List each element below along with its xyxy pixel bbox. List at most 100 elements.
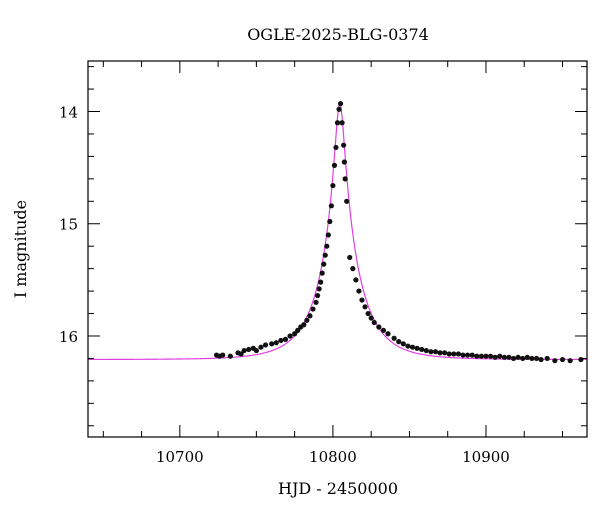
data-point [409, 344, 416, 350]
model-layer [88, 102, 588, 361]
data-point [315, 292, 321, 299]
data-point [292, 331, 298, 337]
data-point [474, 353, 480, 359]
data-point [529, 355, 535, 362]
data-point [380, 327, 387, 333]
data-point [313, 299, 319, 305]
chart-title: OGLE-2025-BLG-0374 [247, 25, 429, 44]
data-point [478, 353, 484, 359]
data-point [316, 286, 322, 292]
data-point [301, 322, 307, 328]
data-point [567, 358, 573, 364]
x-axis-label: HJD - 2450000 [278, 479, 398, 498]
data-point [578, 356, 584, 363]
data-point [241, 347, 247, 354]
data-point [227, 353, 233, 359]
data-point [405, 343, 411, 349]
data-point [442, 350, 448, 356]
data-point [333, 144, 339, 151]
y-tick-label: 14 [59, 104, 78, 122]
data-point [353, 277, 359, 283]
data-point [334, 120, 341, 126]
data-point [321, 261, 327, 267]
data-point [342, 176, 348, 182]
data-point [414, 345, 420, 351]
data-point [371, 319, 377, 326]
data-point [506, 354, 512, 360]
axis-ticks [88, 61, 587, 437]
data-point [428, 349, 434, 355]
data-point [497, 353, 503, 359]
data-point [365, 310, 371, 317]
data-point [246, 346, 252, 353]
data-point [356, 288, 362, 294]
data-point [319, 270, 325, 276]
data-point [469, 352, 475, 358]
data-point [341, 142, 347, 148]
data-point [350, 266, 356, 272]
data-point [362, 304, 368, 310]
axis-tick-labels: 10700 10800 10900 14 15 16 [59, 104, 510, 466]
data-point [501, 354, 507, 360]
data-point [328, 203, 334, 209]
data-point [324, 243, 330, 249]
data-point [258, 344, 264, 350]
data-point [341, 159, 347, 165]
data-point [559, 356, 566, 363]
data-point [339, 120, 345, 126]
y-tick-label: 15 [59, 216, 78, 234]
data-point [325, 232, 331, 238]
data-point [419, 346, 425, 353]
data-point [337, 101, 344, 107]
data-point [344, 198, 350, 204]
data-point [437, 350, 443, 356]
data-point [455, 351, 462, 357]
data-point [400, 341, 406, 347]
data-point [446, 351, 452, 357]
data-point [483, 353, 489, 359]
data-point [396, 339, 402, 345]
data-point [307, 313, 313, 319]
data-point [432, 349, 439, 355]
data-point [287, 333, 293, 339]
data-point [520, 355, 526, 362]
data-point [451, 351, 457, 357]
model-curve [88, 102, 588, 361]
data-points [213, 101, 584, 364]
data-point [347, 254, 353, 261]
data-point [304, 317, 310, 323]
data-point [460, 352, 466, 358]
data-point [336, 106, 342, 112]
data-point [310, 306, 316, 312]
plot-area [88, 101, 588, 364]
data-point [282, 336, 289, 342]
data-point [391, 335, 397, 341]
data-point [510, 355, 517, 362]
data-point [423, 347, 429, 354]
data-point [253, 347, 259, 354]
data-point [322, 252, 328, 258]
y-axis-label: I magnitude [11, 200, 30, 298]
x-tick-label: 10900 [462, 448, 510, 466]
data-point [552, 358, 558, 364]
data-point [538, 356, 544, 363]
data-point [318, 279, 324, 285]
plot-frame [87, 60, 588, 438]
data-point [295, 327, 301, 333]
data-point [515, 354, 521, 360]
data-point [331, 162, 338, 168]
data-point [465, 352, 471, 358]
x-tick-label: 10800 [309, 448, 357, 466]
data-point [487, 353, 494, 359]
data-point [544, 355, 550, 362]
data-point [238, 351, 244, 357]
data-point [385, 331, 391, 337]
data-point [273, 340, 279, 346]
data-point [220, 352, 226, 358]
data-point [368, 315, 374, 321]
data-point [330, 182, 336, 189]
data-point [359, 297, 365, 303]
data-point [533, 355, 540, 362]
data-point [262, 342, 269, 348]
